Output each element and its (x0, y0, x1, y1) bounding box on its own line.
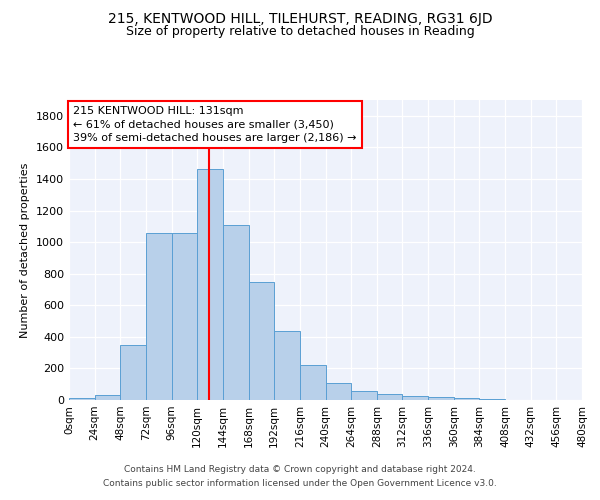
Bar (351, 392, 377, 400)
Bar (248, 282, 274, 400)
Bar (223, 224, 248, 400)
Bar (300, 366, 325, 400)
Bar (454, 398, 479, 400)
Bar (95, 396, 121, 400)
Bar (121, 344, 146, 400)
Bar (428, 397, 454, 400)
Text: Contains HM Land Registry data © Crown copyright and database right 2024.
Contai: Contains HM Land Registry data © Crown c… (103, 466, 497, 487)
Bar (197, 170, 223, 400)
Y-axis label: Number of detached properties: Number of detached properties (20, 162, 31, 338)
Bar (69, 398, 95, 400)
Bar (172, 232, 197, 400)
Bar (403, 396, 428, 400)
Bar (479, 399, 505, 400)
Bar (325, 382, 351, 400)
Bar (377, 394, 403, 400)
Text: Size of property relative to detached houses in Reading: Size of property relative to detached ho… (125, 25, 475, 38)
Text: 215, KENTWOOD HILL, TILEHURST, READING, RG31 6JD: 215, KENTWOOD HILL, TILEHURST, READING, … (107, 12, 493, 26)
Bar (146, 232, 172, 400)
Bar (274, 332, 300, 400)
Text: 215 KENTWOOD HILL: 131sqm
← 61% of detached houses are smaller (3,450)
39% of se: 215 KENTWOOD HILL: 131sqm ← 61% of detac… (73, 106, 357, 142)
